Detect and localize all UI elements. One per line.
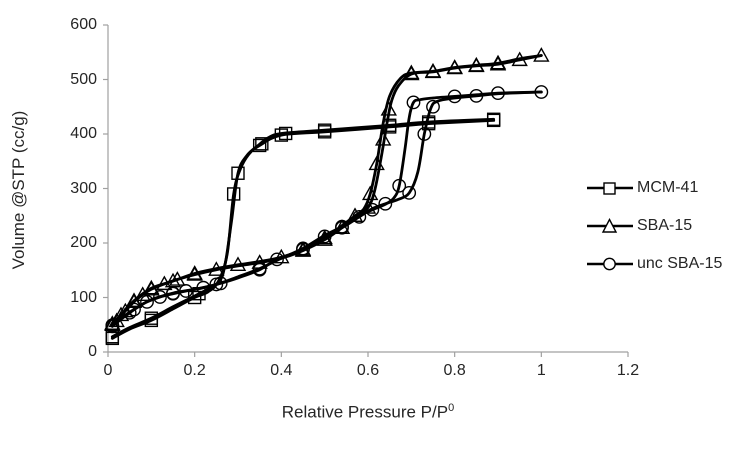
circle-marker-unc-sba-15 — [209, 277, 224, 292]
circle-marker-unc-sba-15 — [179, 284, 193, 298]
legend-item-mcm-41: MCM-41 — [586, 169, 722, 207]
circle-marker-unc-sba-15 — [392, 178, 407, 193]
square-marker-mcm-41 — [187, 290, 202, 305]
legend: MCM-41 SBA-15 unc SBA-15 — [586, 169, 722, 283]
triangle-marker-sba-15 — [361, 185, 379, 201]
circle-marker-unc-sba-15 — [447, 89, 462, 104]
square-marker-mcm-41 — [421, 115, 436, 129]
triangle-marker-sba-15 — [489, 54, 507, 70]
legend-item-sba-15: SBA-15 — [586, 207, 722, 245]
circle-marker-unc-sba-15 — [296, 241, 310, 256]
square-marker-icon — [587, 182, 633, 195]
circle-marker-unc-sba-15 — [491, 86, 505, 101]
triangle-marker-sba-15 — [533, 47, 550, 62]
circle-marker-unc-sba-15 — [378, 196, 393, 211]
triangle-marker-sba-15 — [403, 64, 420, 80]
circle-marker-unc-sba-15 — [317, 229, 332, 244]
circle-marker-unc-sba-15 — [469, 88, 484, 103]
series-line-unc-sba-15-desorption — [110, 90, 543, 327]
square-marker-mcm-41 — [255, 137, 269, 151]
circle-marker-unc-sba-15 — [402, 185, 417, 200]
square-marker-mcm-41 — [144, 311, 159, 325]
x-tick-label: 1 — [536, 362, 546, 379]
y-tick-label: 200 — [70, 234, 97, 251]
circle-marker-unc-sba-15 — [140, 294, 154, 309]
circle-marker-unc-sba-15 — [534, 85, 549, 99]
triangle-marker-sba-15 — [380, 101, 397, 116]
y-tick-label: 300 — [70, 179, 97, 197]
x-tick-label: 1.2 — [616, 362, 640, 379]
triangle-marker-sba-15 — [316, 229, 333, 245]
x-tick-label: 0.2 — [183, 362, 206, 379]
triangle-marker-sba-15 — [208, 261, 225, 276]
triangle-marker-sba-15 — [229, 256, 247, 271]
x-axis-title: Relative Pressure P/P0 — [108, 402, 628, 423]
y-tick-label: 500 — [70, 70, 97, 88]
square-marker-mcm-41 — [382, 118, 397, 132]
x-axis-title-text: Relative Pressure P/P — [281, 402, 449, 422]
circle-marker-unc-sba-15 — [406, 95, 421, 110]
circle-marker-unc-sba-15 — [335, 219, 349, 234]
x-tick-label: 0.8 — [443, 362, 466, 379]
y-tick-label: 100 — [70, 288, 97, 306]
triangle-marker-sba-15 — [112, 306, 130, 322]
triangle-marker-icon — [587, 217, 633, 233]
square-marker-mcm-41 — [231, 166, 245, 180]
square-marker-mcm-41 — [278, 126, 293, 141]
triangle-marker-sba-15 — [169, 271, 186, 286]
triangle-marker-sba-15 — [446, 59, 463, 74]
triangle-marker-sba-15 — [273, 248, 290, 264]
square-marker-mcm-41 — [252, 138, 267, 153]
circle-marker-unc-sba-15 — [105, 318, 120, 333]
legend-label: MCM-41 — [637, 179, 699, 196]
triangle-marker-sba-15 — [511, 51, 528, 67]
triangle-marker-sba-15 — [424, 62, 442, 78]
triangle-marker-sba-15 — [374, 131, 392, 146]
x-tick-label: 0.4 — [270, 362, 293, 379]
triangle-marker-sba-15 — [186, 265, 203, 280]
series-line-mcm-41-desorption — [110, 117, 496, 339]
circle-marker-unc-sba-15 — [196, 280, 211, 295]
circle-marker-unc-sba-15 — [365, 202, 380, 217]
triangle-marker-sba-15 — [359, 199, 377, 214]
triangle-marker-sba-15 — [143, 279, 160, 295]
circle-marker-unc-sba-15 — [166, 286, 180, 301]
series-line-mcm-41-adsorption — [110, 119, 496, 340]
x-tick-label: 0 — [103, 362, 113, 379]
circle-marker-icon — [587, 257, 633, 271]
circle-marker-unc-sba-15 — [122, 305, 137, 320]
x-axis-title-superscript: 0 — [448, 402, 455, 414]
y-tick-label: 600 — [70, 16, 97, 33]
y-tick-label: 400 — [70, 125, 97, 142]
y-tick-label: 0 — [88, 343, 97, 360]
series-line-sba-15-desorption — [110, 54, 543, 326]
square-marker-mcm-41 — [486, 112, 501, 126]
square-marker-mcm-41 — [274, 128, 289, 142]
circle-marker-unc-sba-15 — [270, 252, 284, 267]
circle-marker-unc-sba-15 — [153, 290, 167, 304]
square-marker-mcm-41 — [317, 123, 332, 137]
circle-marker-unc-sba-15 — [426, 99, 440, 114]
legend-label: SBA-15 — [637, 217, 693, 234]
circle-marker-unc-sba-15 — [352, 209, 367, 224]
x-tick-label: 0.6 — [356, 362, 380, 379]
square-marker-mcm-41 — [226, 187, 241, 201]
triangle-marker-sba-15 — [125, 292, 143, 307]
triangle-marker-sba-15 — [468, 56, 485, 72]
triangle-marker-sba-15 — [368, 155, 385, 171]
legend-label: unc SBA-15 — [637, 255, 723, 272]
triangle-marker-sba-15 — [104, 315, 121, 330]
legend-item-unc-sba-15: unc SBA-15 — [586, 245, 722, 283]
triangle-marker-sba-15 — [316, 231, 333, 246]
triangle-marker-sba-15 — [251, 254, 268, 269]
y-axis-title: Volume @STP (cc/g) — [9, 110, 28, 270]
circle-marker-unc-sba-15 — [252, 261, 267, 276]
circle-marker-unc-sba-15 — [127, 302, 141, 317]
circle-marker-unc-sba-15 — [417, 127, 432, 141]
